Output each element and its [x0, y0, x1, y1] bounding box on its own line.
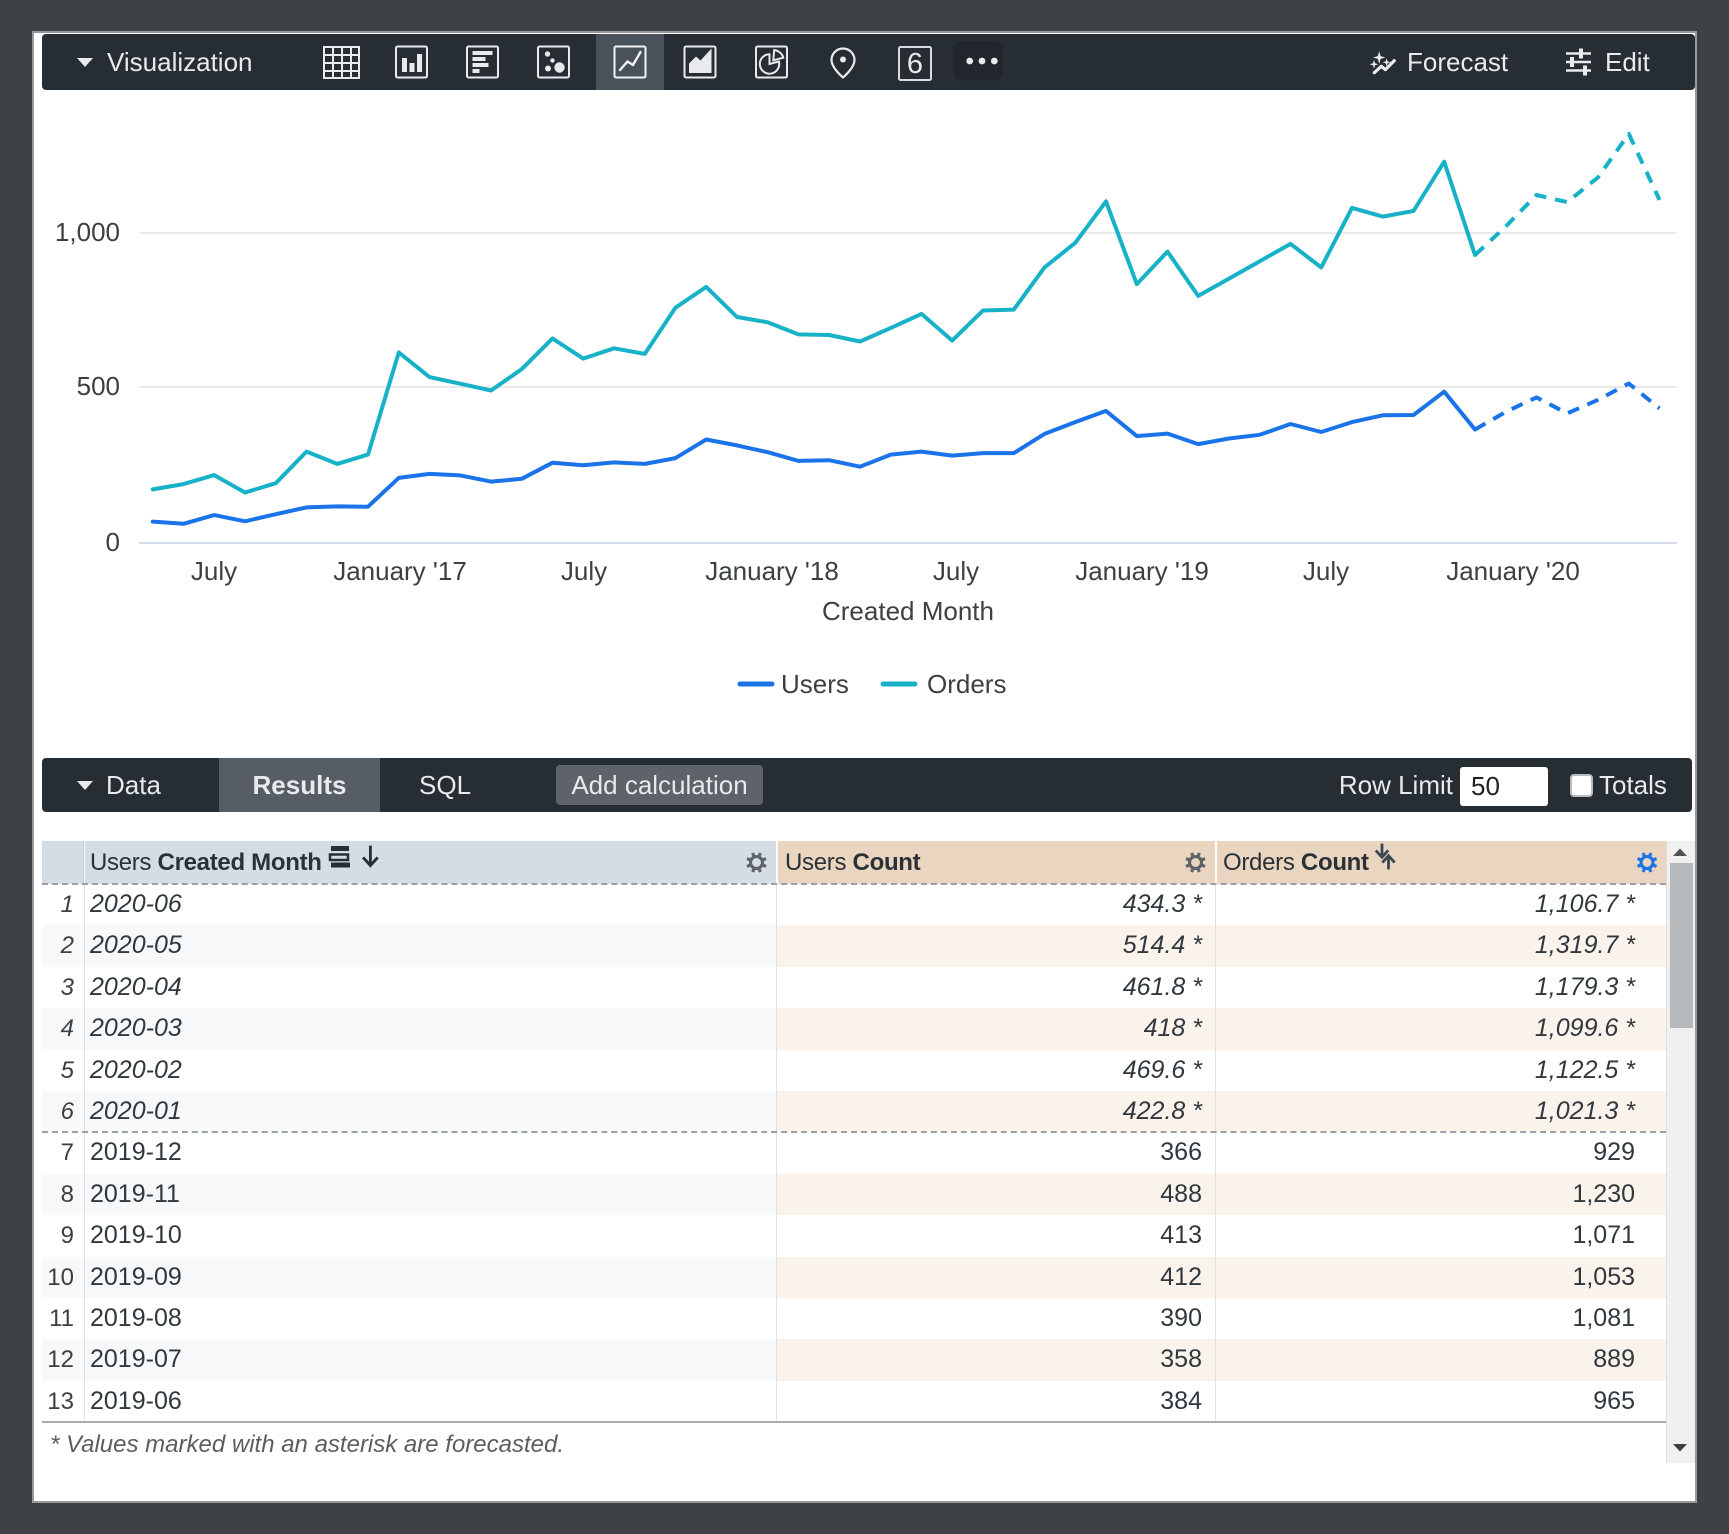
svg-text:July: July: [191, 556, 237, 586]
svg-text:January '18: January '18: [705, 556, 839, 586]
svg-text:January '20: January '20: [1446, 556, 1580, 586]
svg-text:0: 0: [106, 527, 120, 557]
svg-text:July: July: [933, 556, 979, 586]
svg-text:January '17: January '17: [333, 556, 467, 586]
svg-text:July: July: [1303, 556, 1349, 586]
svg-text:1,000: 1,000: [55, 217, 120, 247]
svg-text:Users: Users: [781, 669, 849, 699]
svg-text:January '19: January '19: [1075, 556, 1209, 586]
svg-text:Orders: Orders: [927, 669, 1006, 699]
svg-text:July: July: [561, 556, 607, 586]
svg-text:6: 6: [907, 48, 923, 80]
svg-text:Created Month: Created Month: [822, 596, 994, 626]
svg-text:500: 500: [77, 371, 120, 401]
